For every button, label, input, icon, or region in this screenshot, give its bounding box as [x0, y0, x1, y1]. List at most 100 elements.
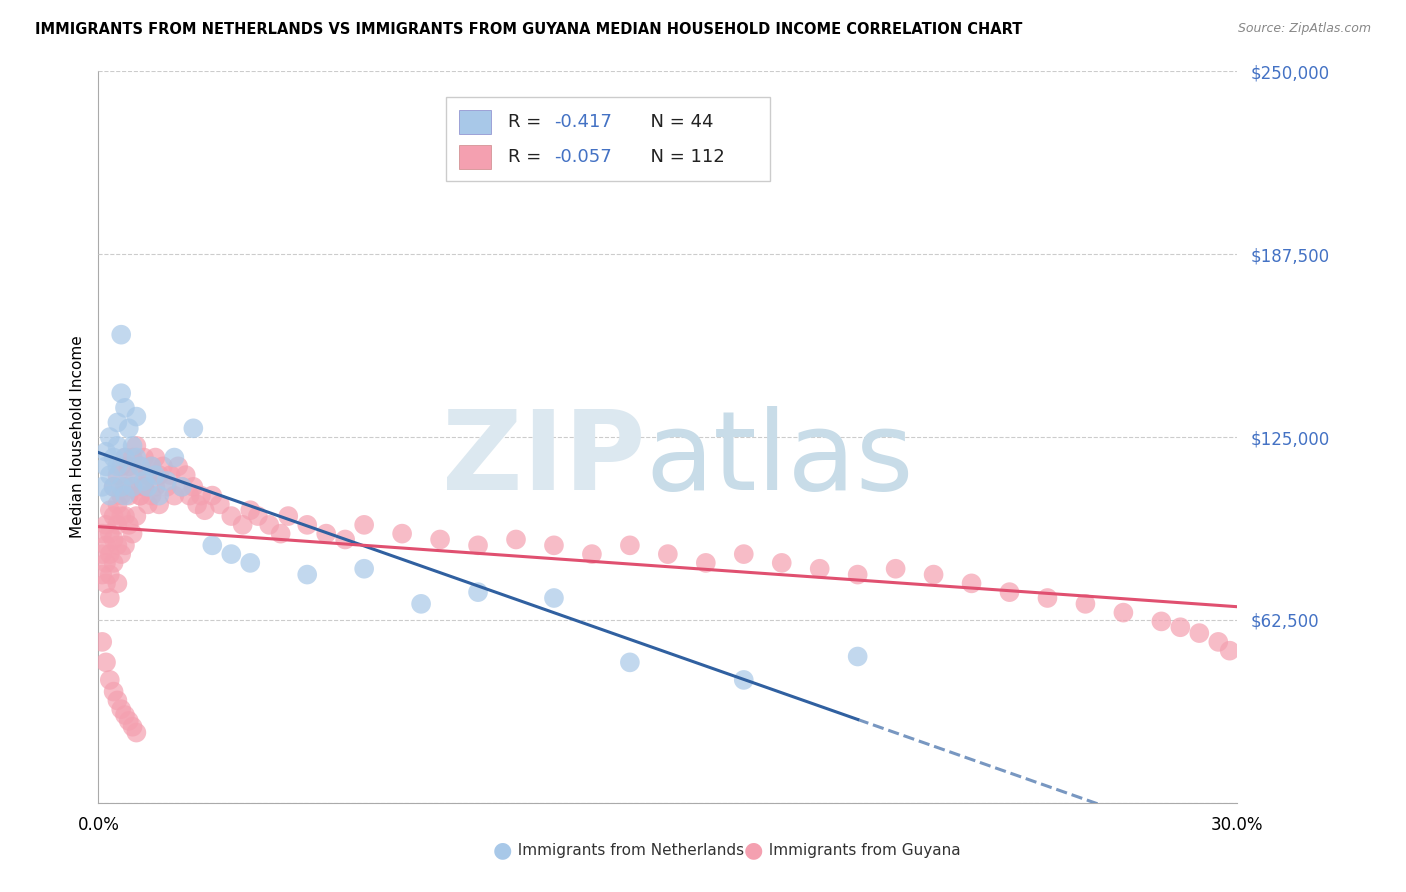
Point: [98, 503, 121, 517]
Point: [94, 444, 117, 458]
Point: [190, 489, 212, 503]
Point: [239, 503, 262, 517]
Text: atlas: atlas: [645, 406, 914, 513]
Point: [183, 421, 205, 435]
Point: [174, 468, 197, 483]
Point: [110, 327, 132, 342]
Point: [148, 489, 170, 503]
Point: [270, 526, 292, 541]
Point: [129, 459, 152, 474]
Point: [98, 489, 121, 503]
Point: [107, 538, 129, 552]
Text: Immigrants from Guyana: Immigrants from Guyana: [759, 843, 960, 858]
Point: [657, 547, 679, 561]
Point: [132, 480, 155, 494]
Point: [129, 459, 152, 474]
Point: [110, 386, 132, 401]
Point: [107, 416, 129, 430]
Point: [103, 509, 125, 524]
Point: [145, 450, 167, 465]
Point: [125, 450, 148, 465]
Point: [114, 450, 136, 465]
Point: [1208, 635, 1230, 649]
Point: [121, 720, 143, 734]
Point: [107, 497, 129, 511]
Point: [91, 547, 114, 561]
Point: [315, 526, 337, 541]
Text: ●: ●: [744, 840, 763, 861]
Point: [94, 556, 117, 570]
Point: [543, 591, 565, 605]
Point: [297, 517, 319, 532]
Point: [145, 480, 167, 494]
Point: [103, 556, 125, 570]
Y-axis label: Median Household Income: Median Household Income: [69, 335, 84, 539]
Point: [121, 450, 143, 465]
Point: [94, 517, 117, 532]
Point: [467, 538, 489, 552]
Point: [201, 489, 224, 503]
Point: [148, 468, 170, 483]
Point: [114, 489, 136, 503]
Point: [221, 509, 243, 524]
Point: [132, 450, 155, 465]
Point: [118, 489, 141, 503]
Point: [125, 509, 148, 524]
Point: [114, 708, 136, 723]
Point: [121, 526, 143, 541]
Point: [114, 509, 136, 524]
Point: [1219, 643, 1241, 657]
Point: [152, 459, 174, 474]
Point: [186, 497, 208, 511]
Point: [125, 468, 148, 483]
Text: Immigrants from Netherlands: Immigrants from Netherlands: [509, 843, 745, 858]
Text: N = 112: N = 112: [640, 148, 725, 166]
Point: [922, 567, 945, 582]
Point: [467, 585, 489, 599]
Point: [259, 517, 281, 532]
Point: [125, 409, 148, 424]
Point: [960, 576, 983, 591]
Point: [429, 533, 451, 547]
Point: [136, 480, 159, 494]
Point: [114, 480, 136, 494]
Point: [136, 497, 159, 511]
Point: [141, 459, 163, 474]
Point: [505, 533, 527, 547]
Point: [411, 597, 433, 611]
Point: [118, 421, 141, 435]
Point: [156, 480, 179, 494]
Point: [163, 450, 186, 465]
Point: [770, 556, 793, 570]
Point: [118, 459, 141, 474]
Point: [114, 538, 136, 552]
Point: [110, 480, 132, 494]
Point: [277, 509, 299, 524]
Point: [107, 439, 129, 453]
Text: ●: ●: [494, 840, 512, 861]
Point: [107, 517, 129, 532]
Text: R =: R =: [509, 112, 547, 131]
Text: -0.417: -0.417: [554, 112, 612, 131]
Point: [110, 489, 132, 503]
Text: IMMIGRANTS FROM NETHERLANDS VS IMMIGRANTS FROM GUYANA MEDIAN HOUSEHOLD INCOME CO: IMMIGRANTS FROM NETHERLANDS VS IMMIGRANT…: [35, 22, 1022, 37]
Point: [179, 489, 201, 503]
Point: [1150, 615, 1173, 629]
Point: [103, 480, 125, 494]
Text: ZIP: ZIP: [441, 406, 645, 513]
Point: [733, 547, 755, 561]
Point: [232, 517, 254, 532]
Point: [91, 480, 114, 494]
Point: [141, 459, 163, 474]
Point: [94, 459, 117, 474]
Point: [163, 489, 186, 503]
Point: [170, 480, 193, 494]
Point: [581, 547, 603, 561]
Point: [1188, 626, 1211, 640]
Point: [695, 556, 717, 570]
FancyBboxPatch shape: [460, 145, 491, 169]
Point: [998, 585, 1021, 599]
Point: [107, 468, 129, 483]
Point: [98, 547, 121, 561]
Point: [194, 503, 217, 517]
